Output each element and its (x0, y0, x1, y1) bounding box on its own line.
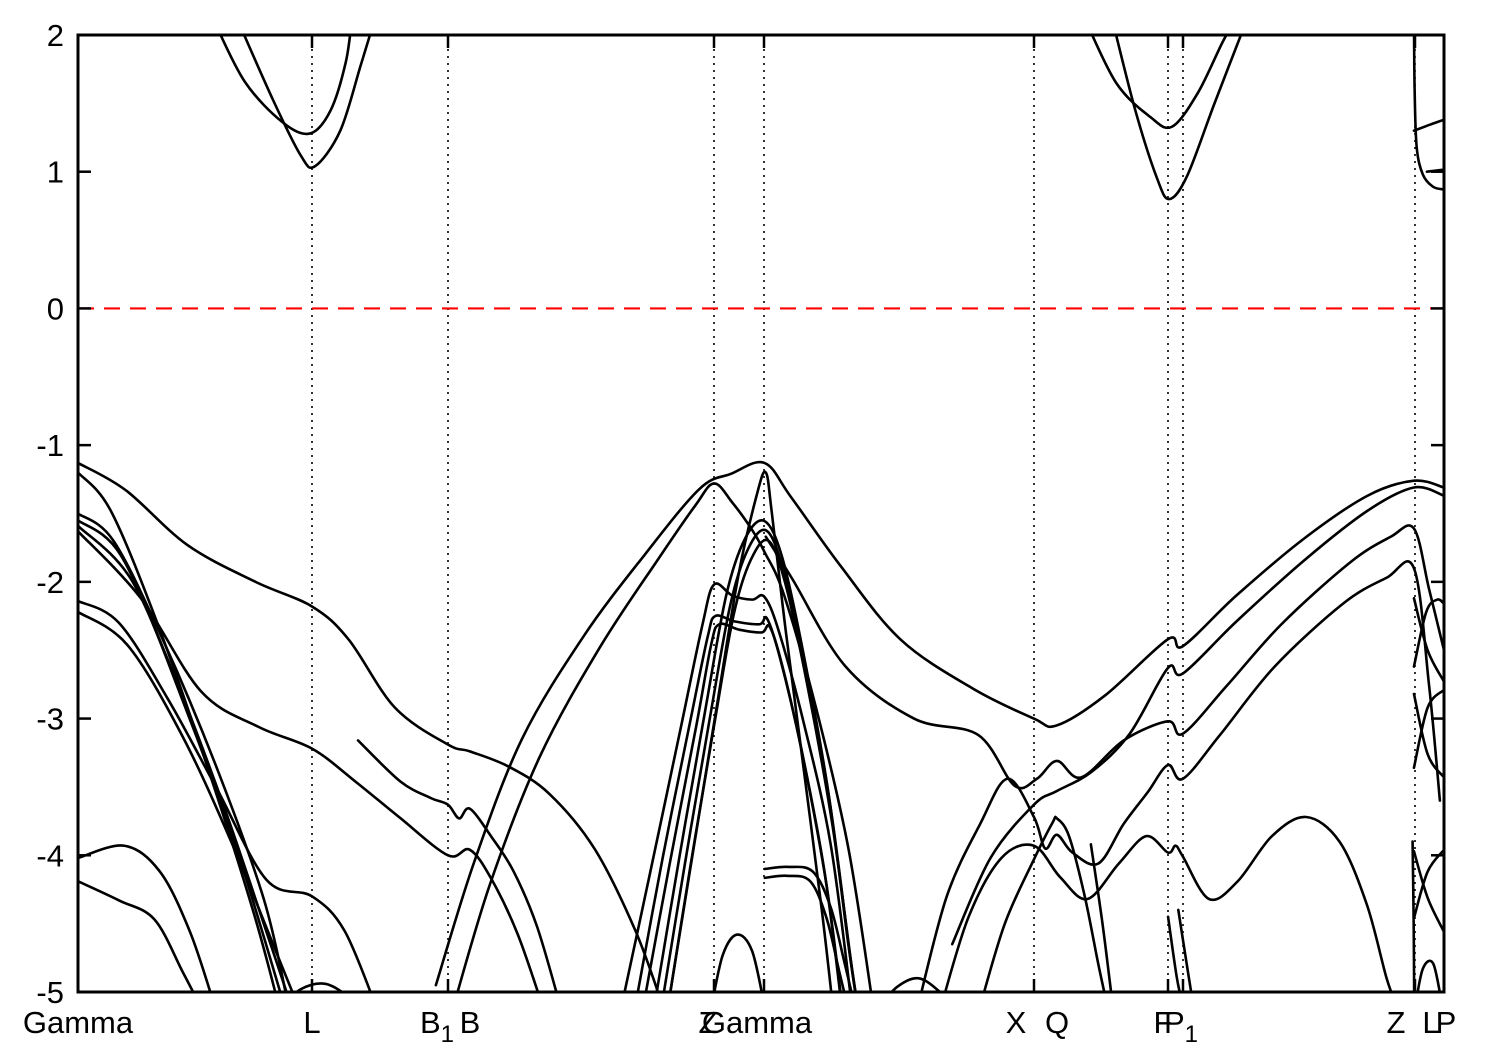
band-curve-cond-L-upper (219, 36, 352, 136)
band-curve-val-right-bottom (944, 815, 1393, 991)
band-curve-val-domeZ-m3 (644, 622, 842, 991)
x-symmetry-label-p: P (1436, 1005, 1457, 1040)
band-curve-cond-P1-upper (1091, 36, 1228, 130)
band-curve-cond-sliver-steep (1412, 36, 1443, 191)
band-curve-val-domeG2-c1 (655, 519, 857, 991)
x-symmetry-label-l: L (1422, 1005, 1439, 1040)
plot-frame (76, 33, 1446, 994)
band-curve-val-X-cross (983, 815, 1106, 991)
band-curve-val-right-2 (950, 485, 1443, 946)
y-tick-label: -4 (36, 838, 64, 873)
band-curves (79, 36, 1443, 991)
band-curve-sliver-x2b (1412, 692, 1443, 778)
band-curve-val-arc-ZG2 (713, 933, 763, 991)
y-tick-label: -2 (36, 565, 64, 600)
band-curve-val-dome-G2 (434, 460, 1443, 987)
x-symmetry-label-l: L (303, 1005, 320, 1040)
x-symmetry-label-x: X (1006, 1005, 1027, 1040)
band-curve-val-G1-steep3 (79, 519, 288, 991)
x-symmetry-label-gamma: Gamma (23, 1005, 134, 1040)
band-curve-val-domeG2-c3 (669, 538, 857, 991)
band-curve-sliver-x1b (1412, 596, 1443, 682)
band-curve-val-domeZ-m1 (623, 582, 852, 991)
y-tick-label: 0 (47, 291, 64, 326)
band-curve-val-P1-steep1 (1166, 915, 1181, 991)
band-curve-sliver-x1a (1412, 598, 1443, 668)
x-symmetry-label-b: B (460, 1005, 481, 1040)
x-symmetry-label-p1: P1 (1164, 1005, 1198, 1048)
y-tick-label: -1 (36, 428, 64, 463)
band-curve-val-G1-bump2 (79, 880, 194, 991)
band-curve-val-QF-steep (1089, 843, 1113, 991)
band-curve-val-G1-top (79, 462, 659, 991)
band-curve-val-wiggle-B1 (356, 739, 558, 991)
band-curve-val-right-3 (764, 524, 1443, 790)
band-curve-val-G1-mid1 (79, 600, 372, 991)
band-curve-val-G1-shelf-L (79, 530, 539, 991)
x-symmetry-label-gamma: Gamma (702, 1005, 813, 1040)
band-curve-sliver-x3b (1412, 849, 1443, 932)
band-curve-cond-sliver-flat (1412, 118, 1443, 132)
band-curve-val-G1-mid2 (79, 611, 294, 991)
band-curve-val-G1-steep2 (79, 512, 287, 991)
band-curve-val-domeZ-m2 (636, 614, 842, 991)
band-curve-cond-P1-lower (1115, 36, 1242, 201)
band-curve-val-arc-LB (296, 982, 343, 991)
band-curve-val-arc-G2X (891, 976, 941, 991)
band-curve-cond-L-lower (243, 36, 371, 170)
band-curve-val-G1-bump1 (79, 844, 212, 991)
band-curve-sliver-x3a (1412, 849, 1443, 920)
x-symmetry-label-subscript: 1 (441, 1021, 454, 1048)
x-symmetry-label-q: Q (1045, 1005, 1069, 1040)
y-tick-label: -3 (36, 702, 64, 737)
band-curve-val-P1-steep2 (1177, 908, 1193, 991)
x-symmetry-label-z: Z (1387, 1005, 1406, 1040)
band-curve-val-G1-steep4 (79, 525, 282, 991)
x-symmetry-label-f: F (1154, 1005, 1173, 1040)
band-curve-sliver-x2a (1412, 689, 1443, 770)
band-curve-val-right-4 (920, 560, 1442, 991)
x-symmetry-label-subscript: 1 (1185, 1021, 1198, 1048)
y-tick-label: 2 (47, 18, 64, 53)
x-symmetry-label-z: Z (699, 1005, 718, 1040)
x-symmetry-label-b1: B1 (420, 1005, 454, 1048)
y-tick-label: 1 (47, 155, 64, 190)
band-curve-val-flatpair-b (763, 874, 846, 991)
band-curve-val-domeG2-c2 (662, 528, 857, 991)
band-curve-val-flatpair-a (763, 865, 853, 991)
y-tick-label: -5 (36, 975, 64, 1010)
band-curve-val-dome-Z (456, 482, 873, 991)
band-curve-sliver-arc (1416, 959, 1441, 991)
